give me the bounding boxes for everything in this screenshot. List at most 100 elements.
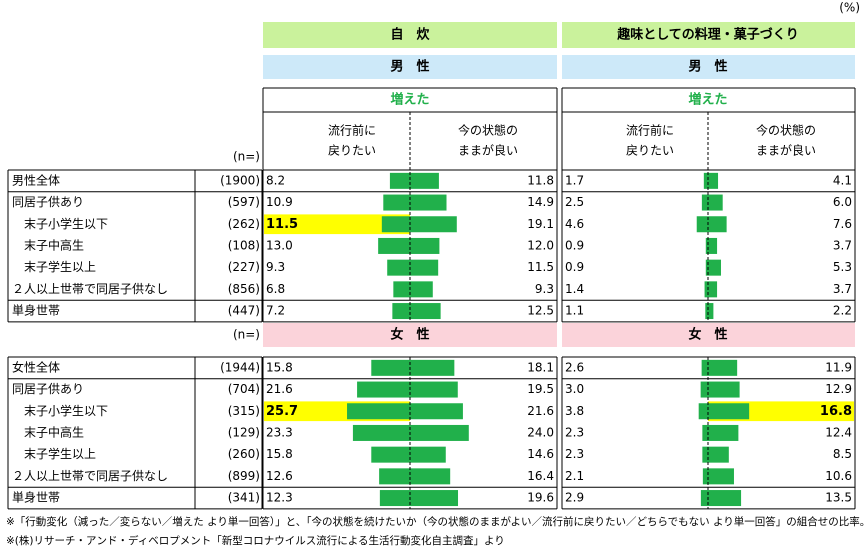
value-label: 14.6 (527, 447, 554, 461)
right-header: ままが良い (458, 143, 518, 158)
value-label: 16.8 (820, 404, 852, 419)
value-label: 13.5 (825, 491, 852, 505)
bar (698, 403, 708, 420)
value-label: 3.7 (833, 238, 852, 252)
value-label: 3.0 (565, 382, 584, 396)
value-label: 2.2 (833, 304, 852, 318)
row-label: 同居子供あり (12, 195, 84, 209)
row-n: (899) (228, 469, 260, 483)
bar (708, 303, 714, 320)
bar (392, 303, 410, 320)
value-label: 7.6 (833, 217, 852, 231)
row-label: 末子小学生以下 (12, 403, 108, 418)
value-label: 15.8 (266, 360, 293, 374)
value-label: 5.3 (833, 260, 852, 274)
bar (410, 303, 441, 320)
bar (381, 216, 410, 233)
row-label: 末子学生以上 (12, 259, 96, 274)
value-label: 12.0 (527, 238, 554, 252)
row-label: 単身世帯 (12, 303, 60, 318)
row-label: 末子学生以上 (12, 446, 96, 461)
row-n: (262) (228, 217, 260, 231)
bar (410, 172, 439, 189)
bar (389, 172, 410, 189)
group-header: 女 性 (390, 327, 429, 343)
value-label: 4.6 (565, 217, 584, 231)
bar (387, 259, 410, 276)
value-label: 9.3 (266, 260, 285, 274)
bar (708, 446, 729, 463)
value-label: 19.6 (527, 491, 554, 505)
value-label: 12.5 (527, 304, 554, 318)
bar (379, 468, 410, 485)
panel-title: 趣味としての料理・菓子づくり (616, 27, 799, 43)
bar (379, 490, 410, 507)
highlight (264, 214, 410, 235)
row-label: 女性全体 (12, 359, 60, 374)
group-header: 男 性 (390, 59, 429, 75)
row-label: 末子中高生 (12, 424, 84, 439)
left-header: 戻りたい (328, 144, 376, 158)
value-label: 23.3 (266, 425, 293, 439)
bar (705, 237, 708, 254)
row-n: (1944) (220, 360, 260, 374)
bar (371, 359, 410, 376)
row-label: ２人以上世帯で同居子供なし (12, 469, 168, 483)
value-label: 2.5 (565, 195, 584, 209)
value-label: 11.8 (527, 173, 554, 187)
value-label: 2.3 (565, 425, 584, 439)
value-label: 10.6 (825, 469, 852, 483)
bar (705, 303, 708, 320)
right-header: 今の状態の (458, 123, 518, 138)
bar (702, 424, 708, 441)
value-label: 12.3 (266, 491, 293, 505)
bar (708, 490, 742, 507)
bar (708, 194, 723, 211)
row-n: (260) (228, 447, 260, 461)
footnote: ※「行動変化（減った／変らない／増えた より単一回答）」と、「今の状態を続けたい… (6, 515, 867, 528)
group-header: 女 性 (688, 327, 727, 343)
bar (708, 281, 718, 298)
panel-title: 自 炊 (390, 27, 430, 43)
bar (410, 216, 457, 233)
value-label: 2.9 (565, 491, 584, 505)
bar (378, 237, 410, 254)
row-n: (129) (228, 425, 260, 439)
bar (410, 446, 446, 463)
bar (410, 259, 439, 276)
bar (347, 403, 410, 420)
bar (410, 468, 451, 485)
bar (700, 381, 708, 398)
value-label: 12.9 (825, 382, 852, 396)
bar (703, 172, 708, 189)
value-label: 8.2 (266, 173, 285, 187)
group-header-bg (562, 55, 855, 79)
value-label: 4.1 (833, 173, 852, 187)
value-label: 12.4 (825, 425, 852, 439)
value-label: 2.3 (565, 447, 584, 461)
bar (701, 194, 708, 211)
value-label: 3.7 (833, 282, 852, 296)
n-header: (n=) (233, 150, 260, 164)
row-n: (1900) (220, 173, 260, 187)
value-label: 6.0 (833, 195, 852, 209)
n-header: (n=) (233, 328, 260, 342)
value-label: 7.2 (266, 304, 285, 318)
left-header: 戻りたい (626, 144, 674, 158)
value-label: 18.1 (527, 360, 554, 374)
bar (352, 424, 410, 441)
bar (702, 468, 708, 485)
bar (410, 403, 463, 420)
value-label: 2.1 (565, 469, 584, 483)
bar (708, 403, 750, 420)
bar (708, 172, 719, 189)
value-label: 19.1 (527, 217, 554, 231)
bar (383, 194, 410, 211)
unit-label: (%) (839, 1, 860, 15)
row-n: (315) (228, 404, 260, 418)
value-label: 1.7 (565, 173, 584, 187)
panel-title-bg (562, 22, 855, 48)
bar (696, 216, 708, 233)
row-n: (108) (228, 238, 260, 252)
